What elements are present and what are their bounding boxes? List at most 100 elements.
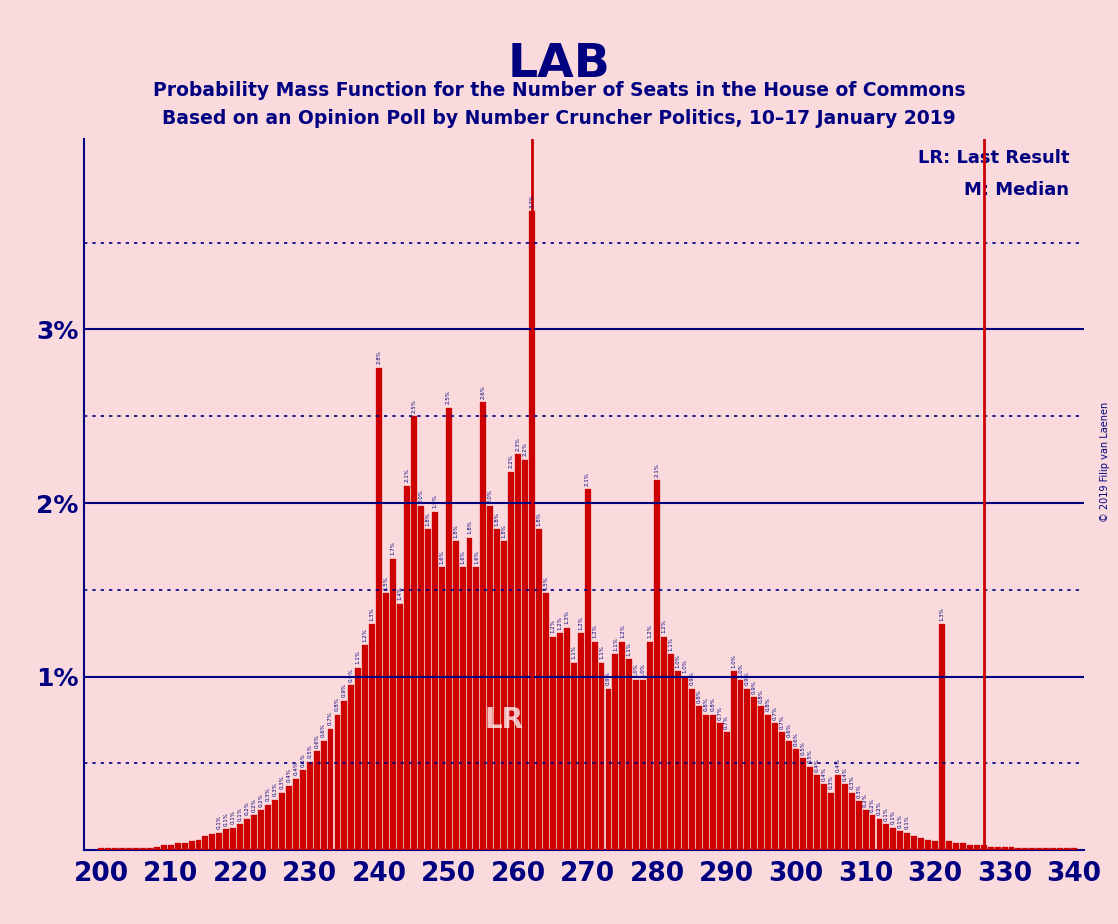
Bar bbox=[557, 633, 562, 850]
Text: 1.0%: 1.0% bbox=[738, 663, 743, 676]
Text: 1.1%: 1.1% bbox=[599, 645, 604, 659]
Text: 0.2%: 0.2% bbox=[863, 793, 868, 807]
Bar bbox=[369, 625, 376, 850]
Bar bbox=[773, 723, 778, 850]
Bar bbox=[571, 663, 577, 850]
Bar bbox=[265, 805, 271, 850]
Text: 1.3%: 1.3% bbox=[939, 607, 945, 621]
Bar bbox=[619, 642, 625, 850]
Bar bbox=[904, 833, 910, 850]
Text: 0.6%: 0.6% bbox=[787, 723, 792, 737]
Bar bbox=[926, 840, 931, 850]
Bar bbox=[932, 842, 938, 850]
Text: 1.6%: 1.6% bbox=[439, 550, 444, 564]
Text: 1.0%: 1.0% bbox=[682, 659, 688, 673]
Bar bbox=[237, 824, 243, 850]
Bar bbox=[404, 486, 410, 850]
Bar bbox=[286, 786, 292, 850]
Bar bbox=[890, 828, 897, 850]
Text: 0.2%: 0.2% bbox=[877, 801, 882, 815]
Bar bbox=[140, 848, 145, 850]
Bar bbox=[1071, 848, 1077, 850]
Bar bbox=[585, 489, 590, 850]
Text: 0.4%: 0.4% bbox=[842, 767, 847, 781]
Bar bbox=[723, 732, 730, 850]
Bar bbox=[953, 843, 959, 850]
Text: 1.2%: 1.2% bbox=[362, 628, 368, 642]
Bar bbox=[842, 784, 847, 850]
Bar bbox=[606, 688, 612, 850]
Text: 1.0%: 1.0% bbox=[641, 663, 646, 676]
Text: 0.8%: 0.8% bbox=[759, 688, 764, 702]
Text: © 2019 Filip van Laenen: © 2019 Filip van Laenen bbox=[1100, 402, 1109, 522]
Bar bbox=[877, 819, 882, 850]
Bar bbox=[758, 706, 765, 850]
Text: 1.0%: 1.0% bbox=[731, 654, 736, 668]
Bar bbox=[1002, 846, 1007, 850]
Bar bbox=[717, 723, 722, 850]
Bar bbox=[939, 625, 945, 850]
Bar bbox=[217, 833, 222, 850]
Text: 3.7%: 3.7% bbox=[530, 194, 534, 208]
Text: 0.4%: 0.4% bbox=[293, 761, 299, 775]
Text: 0.5%: 0.5% bbox=[301, 753, 305, 767]
Bar bbox=[626, 659, 633, 850]
Bar bbox=[181, 843, 188, 850]
Bar bbox=[641, 680, 646, 850]
Bar bbox=[146, 848, 153, 850]
Bar bbox=[209, 834, 216, 850]
Bar bbox=[800, 758, 806, 850]
Bar bbox=[306, 761, 313, 850]
Bar bbox=[501, 541, 508, 850]
Text: 1.7%: 1.7% bbox=[390, 541, 396, 555]
Bar bbox=[669, 654, 674, 850]
Bar bbox=[855, 801, 862, 850]
Text: 1.2%: 1.2% bbox=[662, 619, 666, 633]
Text: 0.3%: 0.3% bbox=[265, 787, 271, 801]
Bar bbox=[425, 529, 430, 850]
Text: 0.3%: 0.3% bbox=[850, 775, 854, 789]
Bar bbox=[1015, 848, 1022, 850]
Text: 2.6%: 2.6% bbox=[481, 385, 486, 399]
Text: 0.4%: 0.4% bbox=[835, 758, 841, 772]
Bar bbox=[293, 779, 299, 850]
Bar bbox=[883, 824, 890, 850]
Text: 1.0%: 1.0% bbox=[634, 663, 638, 676]
Text: 0.9%: 0.9% bbox=[606, 672, 610, 686]
Text: 1.1%: 1.1% bbox=[627, 642, 632, 656]
Text: 1.3%: 1.3% bbox=[370, 607, 375, 621]
Text: 1.5%: 1.5% bbox=[383, 576, 389, 590]
Bar bbox=[738, 680, 743, 850]
Bar bbox=[898, 831, 903, 850]
Bar bbox=[1058, 848, 1063, 850]
Bar bbox=[509, 472, 514, 850]
Bar bbox=[661, 637, 667, 850]
Bar bbox=[154, 846, 160, 850]
Bar bbox=[377, 368, 382, 850]
Bar bbox=[814, 775, 819, 850]
Bar bbox=[918, 838, 925, 850]
Text: 2.0%: 2.0% bbox=[418, 489, 424, 503]
Bar bbox=[1008, 846, 1014, 850]
Bar bbox=[328, 729, 333, 850]
Bar bbox=[411, 416, 417, 850]
Bar bbox=[481, 402, 486, 850]
Bar bbox=[598, 663, 605, 850]
Bar bbox=[974, 845, 979, 850]
Bar bbox=[529, 212, 536, 850]
Bar bbox=[230, 828, 236, 850]
Bar bbox=[390, 558, 396, 850]
Text: 1.2%: 1.2% bbox=[593, 625, 597, 638]
Text: 0.4%: 0.4% bbox=[822, 767, 826, 781]
Text: 1.2%: 1.2% bbox=[619, 625, 625, 638]
Text: 0.6%: 0.6% bbox=[321, 723, 326, 737]
Text: 0.8%: 0.8% bbox=[710, 698, 716, 711]
Bar bbox=[397, 603, 402, 850]
Bar bbox=[300, 771, 305, 850]
Bar bbox=[459, 567, 465, 850]
Bar bbox=[133, 848, 139, 850]
Text: 1.8%: 1.8% bbox=[425, 512, 430, 526]
Bar bbox=[494, 529, 500, 850]
Text: 1.5%: 1.5% bbox=[543, 576, 549, 590]
Bar bbox=[474, 567, 480, 850]
